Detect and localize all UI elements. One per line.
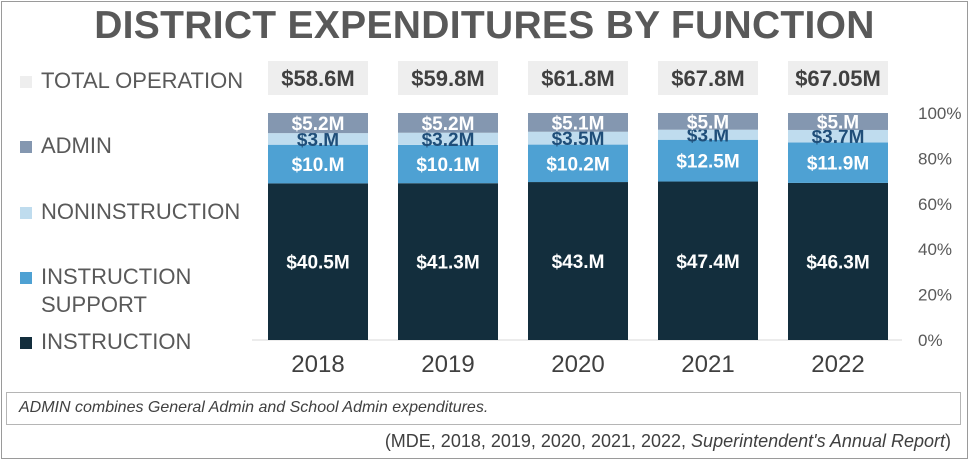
y-tick-label-20: 20% bbox=[918, 286, 952, 305]
total-label-2021: $67.8M bbox=[671, 66, 744, 91]
bar-segment-2021-noninstruction bbox=[658, 129, 758, 140]
bar-segment-2022-instruction bbox=[788, 182, 888, 340]
bar-segment-2019-noninstruction bbox=[398, 132, 498, 145]
bar-segment-2020-noninstruction bbox=[528, 131, 628, 145]
source-prefix: (MDE, 2018, 2019, 2020, 2021, 2022, bbox=[384, 431, 692, 451]
bar-segment-2019-instruction bbox=[398, 183, 498, 340]
bar-segment-2022-admin bbox=[788, 113, 888, 130]
legend-swatch-admin bbox=[20, 141, 32, 153]
data-label-2019-instruction: $41.3M bbox=[416, 253, 479, 274]
total-label-2018: $58.6M bbox=[281, 66, 354, 91]
footnote: ADMIN combines General Admin and School … bbox=[19, 399, 489, 416]
x-tick-label-2021: 2021 bbox=[681, 351, 734, 378]
legend-label-instruction-support: INSTRUCTION SUPPORT bbox=[41, 264, 192, 317]
bar-segment-2020-instruction bbox=[528, 182, 628, 340]
legend-label-noninstruction: NONINSTRUCTION bbox=[41, 199, 241, 224]
data-label-2018-instruction: $40.5M bbox=[286, 253, 349, 274]
data-label-2018-instruction-support: $10.M bbox=[292, 155, 345, 176]
total-label-2020: $61.8M bbox=[541, 66, 614, 91]
bar-segment-2022-noninstruction bbox=[788, 129, 888, 143]
x-tick-label-2019: 2019 bbox=[421, 351, 474, 378]
source-report-title: Superintendent's Annual Report bbox=[691, 431, 945, 451]
chart-title: DISTRICT EXPENDITURES BY FUNCTION bbox=[94, 4, 875, 47]
data-label-2020-instruction: $43.M bbox=[552, 252, 605, 273]
data-label-2022-instruction: $46.3M bbox=[806, 252, 869, 273]
total-label-box-2018 bbox=[268, 61, 368, 95]
bar-segment-2020-instruction-support bbox=[528, 144, 628, 183]
data-label-2019-admin: $5.2M bbox=[422, 114, 475, 135]
bar-segment-2021-admin bbox=[658, 113, 758, 130]
data-label-2020-instruction-support: $10.2M bbox=[546, 154, 609, 175]
legend-swatch-instruction bbox=[20, 337, 32, 349]
data-label-2018-admin: $5.2M bbox=[292, 114, 345, 135]
legend-label-admin: ADMIN bbox=[41, 133, 112, 158]
bar-segment-2019-admin bbox=[398, 113, 498, 133]
data-label-2021-admin: $5.M bbox=[687, 112, 729, 133]
x-tick-label-2022: 2022 bbox=[811, 351, 864, 378]
legend-swatch-total-operation bbox=[20, 76, 32, 88]
bar-segment-2019-instruction-support bbox=[398, 144, 498, 184]
total-label-2019: $59.8M bbox=[411, 66, 484, 91]
y-tick-label-100: 100% bbox=[918, 104, 961, 123]
total-label-box-2020 bbox=[528, 61, 628, 95]
y-tick-label-80: 80% bbox=[918, 149, 952, 168]
bar-segment-2021-instruction bbox=[658, 181, 758, 340]
total-label-box-2021 bbox=[658, 61, 758, 95]
data-label-2018-noninstruction: $3.M bbox=[297, 130, 339, 151]
source-citation: (MDE, 2018, 2019, 2020, 2021, 2022, Supe… bbox=[385, 431, 951, 452]
bar-segment-2022-instruction-support bbox=[788, 142, 888, 183]
legend-swatch-instruction-support bbox=[20, 272, 32, 284]
legend-swatch-noninstruction bbox=[20, 207, 32, 219]
y-tick-label-0: 0% bbox=[918, 331, 943, 350]
total-label-box-2019 bbox=[398, 61, 498, 95]
bar-segment-2018-noninstruction bbox=[268, 133, 368, 145]
bar-segment-2018-admin bbox=[268, 113, 368, 134]
x-tick-label-2018: 2018 bbox=[291, 351, 344, 378]
bar-segment-2021-instruction-support bbox=[658, 139, 758, 182]
data-label-2019-noninstruction: $3.2M bbox=[422, 130, 475, 151]
data-label-2021-noninstruction: $3.M bbox=[687, 126, 729, 147]
y-tick-label-60: 60% bbox=[918, 195, 952, 214]
data-label-2022-noninstruction: $3.7M bbox=[812, 127, 865, 148]
x-tick-label-2020: 2020 bbox=[551, 351, 604, 378]
data-label-2021-instruction: $47.4M bbox=[676, 252, 739, 273]
data-label-2021-instruction-support: $12.5M bbox=[676, 152, 739, 173]
data-label-2022-instruction-support: $11.9M bbox=[807, 154, 869, 175]
data-label-2019-instruction-support: $10.1M bbox=[416, 155, 479, 176]
footnote-box: ADMIN combines General Admin and School … bbox=[6, 392, 961, 425]
total-label-box-2022 bbox=[788, 61, 888, 95]
bar-segment-2020-admin bbox=[528, 113, 628, 132]
y-tick-label-40: 40% bbox=[918, 240, 952, 259]
bar-segment-2018-instruction bbox=[268, 183, 368, 340]
total-label-2022: $67.05M bbox=[795, 66, 881, 91]
data-label-2020-admin: $5.1M bbox=[552, 113, 605, 134]
legend-label-total-operation: TOTAL OPERATION bbox=[41, 68, 244, 93]
bar-segment-2018-instruction-support bbox=[268, 144, 368, 184]
data-label-2020-noninstruction: $3.5M bbox=[552, 129, 605, 150]
legend-label-instruction: INSTRUCTION bbox=[41, 329, 192, 354]
source-suffix: ) bbox=[945, 431, 951, 451]
data-label-2022-admin: $5.M bbox=[817, 112, 859, 133]
